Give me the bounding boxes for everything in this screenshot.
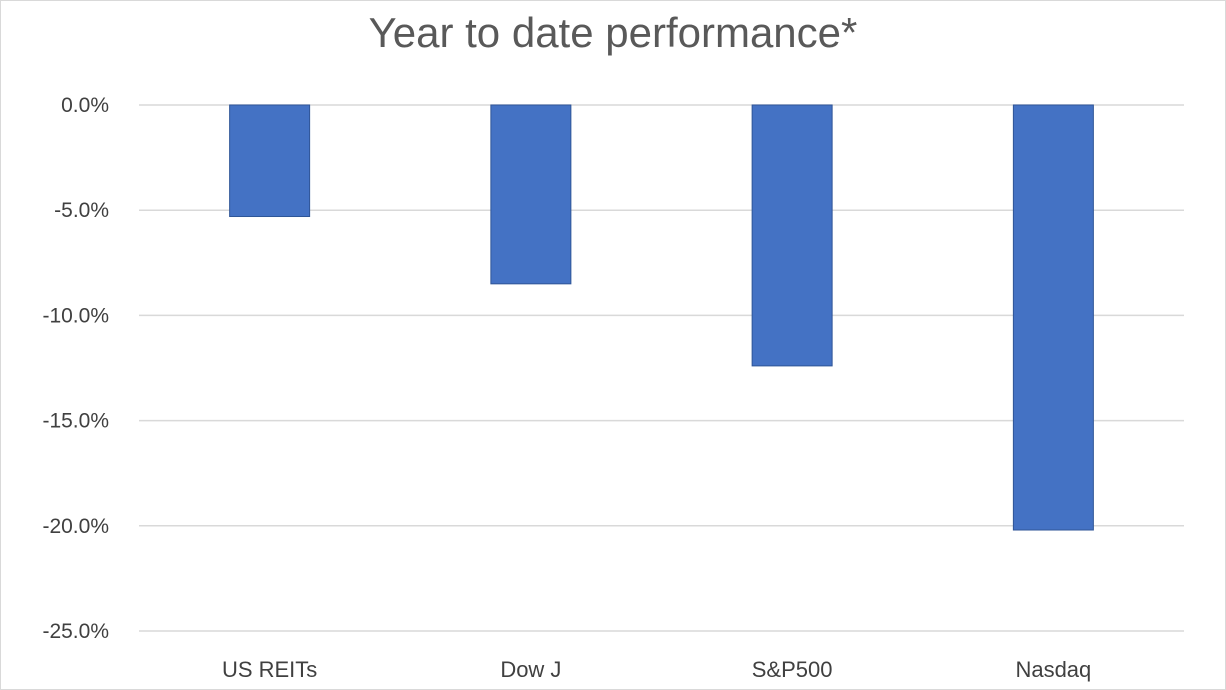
y-tick-label: -20.0% xyxy=(42,515,109,538)
x-category-label: Dow J xyxy=(500,657,561,682)
x-category-label: US REITs xyxy=(222,657,317,682)
x-category-label: Nasdaq xyxy=(1015,657,1091,682)
y-tick-label: -25.0% xyxy=(42,620,109,643)
x-category-label: S&P500 xyxy=(752,657,833,682)
y-tick-label: -10.0% xyxy=(42,304,109,327)
y-tick-label: -15.0% xyxy=(42,410,109,433)
bar-s-p500 xyxy=(751,104,833,367)
bar-nasdaq xyxy=(1012,104,1094,531)
y-tick-label: 0.0% xyxy=(61,94,109,117)
bar-us-reits xyxy=(229,104,311,218)
bar-dow-j xyxy=(490,104,572,285)
y-tick-label: -5.0% xyxy=(54,199,109,222)
chart-title: Year to date performance* xyxy=(368,9,858,56)
